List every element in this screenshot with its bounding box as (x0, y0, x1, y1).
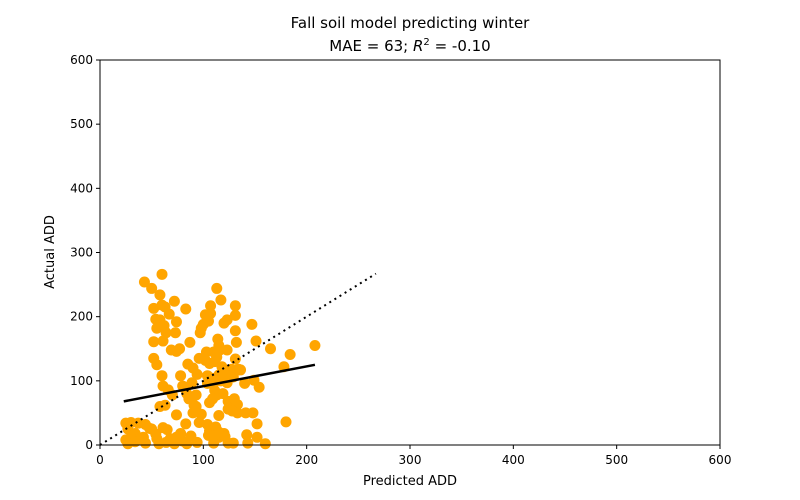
data-point (157, 335, 169, 347)
data-point (211, 282, 223, 294)
data-point (251, 431, 263, 443)
data-point (154, 289, 166, 301)
x-tick-label: 500 (605, 453, 628, 467)
data-point (226, 405, 238, 417)
data-point (213, 409, 225, 421)
data-point (190, 389, 202, 401)
data-point (160, 327, 172, 339)
data-point (146, 282, 158, 294)
data-point (239, 377, 251, 389)
y-tick-label: 500 (70, 117, 93, 131)
data-point (190, 401, 202, 412)
data-point (148, 336, 160, 348)
data-point (251, 418, 263, 430)
subtitle-prefix: MAE = 63; (329, 37, 413, 55)
data-point (309, 340, 321, 352)
data-point (206, 372, 218, 384)
data-point (144, 422, 156, 434)
data-point (205, 300, 217, 312)
data-point (229, 309, 241, 321)
subtitle-exponent: 2 (423, 37, 429, 48)
data-point (217, 388, 229, 400)
regression-line (123, 363, 316, 403)
x-tick-label: 100 (192, 453, 215, 467)
data-point (203, 315, 214, 327)
x-tick-label: 0 (96, 453, 104, 467)
data-point (284, 349, 296, 361)
data-point (151, 359, 163, 371)
data-point (180, 303, 192, 315)
data-point (156, 370, 168, 382)
data-point (191, 436, 203, 448)
identity-line (99, 272, 377, 446)
data-point (221, 314, 233, 326)
data-point (156, 268, 168, 280)
data-point (222, 370, 234, 382)
data-point (168, 295, 180, 307)
data-point (184, 336, 196, 348)
data-point (208, 430, 220, 442)
data-point (250, 335, 262, 347)
data-point (247, 407, 259, 419)
x-tick-label: 600 (709, 453, 732, 467)
y-tick-label: 200 (70, 310, 93, 324)
data-point (170, 409, 182, 421)
subtitle-r-symbol: R (413, 37, 423, 55)
data-point (265, 343, 276, 355)
data-point (175, 370, 187, 382)
data-point (280, 416, 292, 428)
ticks-layer: 0 100 200 300 400 500 600 0 100 200 300 400 500 600 (70, 53, 731, 467)
data-point (230, 336, 242, 348)
data-point (138, 276, 150, 288)
data-point (242, 437, 254, 449)
x-tick-label: 300 (399, 453, 422, 467)
data-point (259, 438, 271, 450)
points-layer (120, 268, 321, 450)
data-point (170, 345, 182, 357)
subtitle-suffix: = -0.10 (430, 37, 491, 55)
data-point (253, 381, 265, 393)
data-point (241, 429, 253, 441)
x-axis-label: Predicted ADD (363, 474, 457, 489)
data-point (180, 418, 192, 430)
y-tick-label: 400 (70, 181, 93, 195)
data-point (157, 422, 169, 434)
y-tick-label: 0 (85, 438, 93, 452)
data-point (229, 325, 241, 337)
data-point (232, 364, 244, 376)
data-point (207, 393, 219, 405)
chart-subtitle: MAE = 63; R2 = -0.10 (329, 37, 490, 55)
y-axis-label: Actual ADD (43, 215, 58, 289)
y-tick-label: 100 (70, 374, 93, 388)
data-point (191, 368, 203, 380)
data-point (215, 294, 227, 306)
data-point (169, 327, 181, 339)
x-tick-label: 400 (502, 453, 525, 467)
data-point (229, 300, 241, 312)
y-tick-label: 600 (70, 53, 93, 67)
data-point (195, 408, 207, 420)
data-point (221, 344, 233, 356)
data-point (170, 316, 182, 328)
y-tick-label: 300 (70, 246, 93, 260)
data-point (227, 437, 239, 449)
data-point (122, 438, 134, 450)
chart-title: Fall soil model predicting winter (291, 14, 531, 32)
data-point (154, 401, 166, 412)
data-point (246, 318, 258, 330)
data-point (163, 308, 175, 320)
lines-layer (99, 272, 377, 446)
data-point (193, 417, 205, 429)
data-point (148, 302, 160, 314)
data-point (139, 437, 151, 449)
x-tick-label: 200 (295, 453, 318, 467)
